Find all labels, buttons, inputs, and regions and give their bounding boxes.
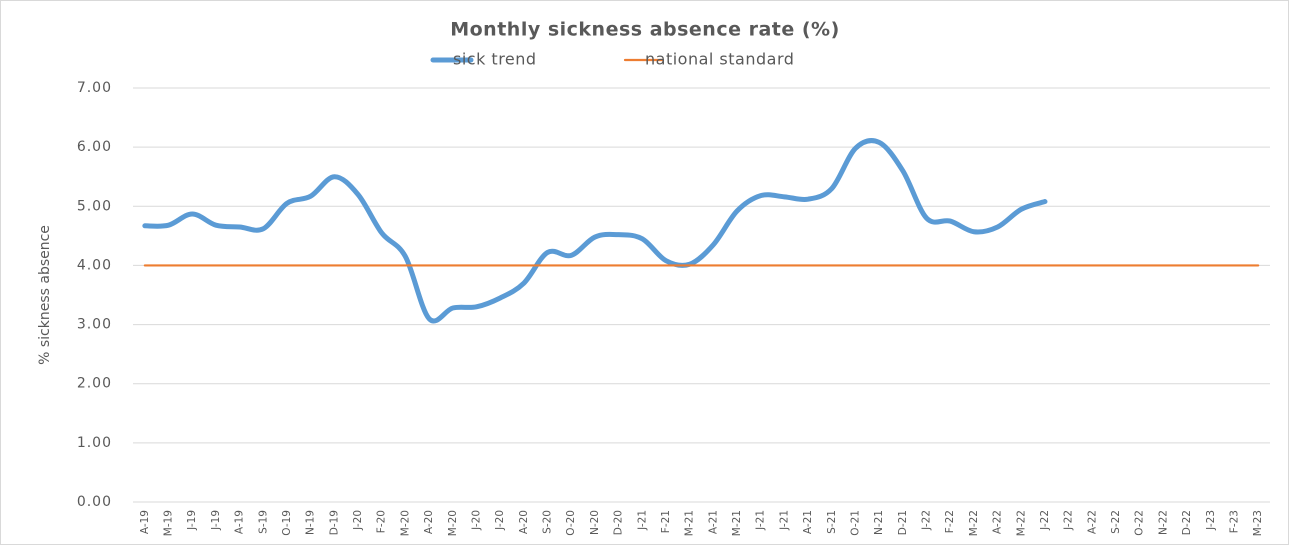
x-tick-label: A-22 [1086, 510, 1098, 534]
x-tick-label: O-19 [281, 510, 293, 536]
x-tick-label: D-22 [1181, 510, 1193, 535]
x-tick-label: A-21 [802, 510, 814, 534]
x-tick-label: J-19 [210, 510, 222, 531]
x-tick-label: J-22 [1039, 510, 1051, 531]
chart-title: Monthly sickness absence rate (%) [450, 19, 840, 41]
y-tick-label: 1.00 [77, 435, 112, 451]
x-tick-label: S-21 [826, 510, 838, 534]
x-tick-label: S-22 [1110, 510, 1122, 534]
x-tick-label: S-19 [257, 510, 269, 534]
x-tick-label: M-20 [399, 510, 411, 536]
x-tick-label: J-21 [636, 510, 648, 531]
x-tick-label: A-19 [139, 510, 151, 534]
x-tick-label: M-21 [684, 510, 696, 536]
y-tick-label: 5.00 [77, 198, 112, 214]
x-tick-label: N-21 [873, 510, 885, 535]
x-tick-label: N-22 [1157, 510, 1169, 535]
x-tick-label: S-20 [542, 510, 554, 534]
x-tick-label: D-20 [613, 510, 625, 535]
series-line [142, 138, 1048, 324]
y-tick-label: 4.00 [77, 257, 112, 273]
x-tick-label: J-22 [1063, 510, 1075, 531]
x-tick-label: F-22 [944, 510, 956, 533]
x-tick-label: M-22 [1015, 510, 1027, 536]
x-tick-label: J-22 [921, 510, 933, 531]
x-tick-label: O-22 [1134, 510, 1146, 536]
x-tick-label: N-19 [305, 510, 317, 535]
x-tick-label: J-23 [1205, 510, 1217, 531]
x-tick-label: A-20 [423, 510, 435, 534]
x-tick-label: A-22 [992, 510, 1004, 534]
x-tick-label: D-19 [328, 510, 340, 535]
x-tick-label: F-21 [660, 510, 672, 533]
x-tick-label: A-19 [234, 510, 246, 534]
y-tick-label: 0.00 [77, 494, 112, 510]
y-tick-label: 6.00 [77, 139, 112, 155]
x-tick-label: J-20 [352, 510, 364, 531]
x-tick-label: M-19 [163, 510, 175, 536]
y-tick-label: 3.00 [77, 317, 112, 333]
x-tick-label: M-23 [1252, 510, 1264, 536]
y-axis-label: % sickness absence [37, 225, 53, 365]
y-tick-label: 7.00 [77, 80, 112, 96]
x-tick-label: J-19 [186, 510, 198, 531]
x-tick-label: J-21 [778, 510, 790, 531]
legend-label: sick trend [453, 50, 537, 69]
x-tick-label: F-23 [1228, 510, 1240, 533]
x-tick-label: A-21 [707, 510, 719, 534]
x-tick-label: A-20 [518, 510, 530, 534]
x-tick-label: J-21 [755, 510, 767, 531]
x-tick-label: J-20 [494, 510, 506, 531]
x-tick-label: M-21 [731, 510, 743, 536]
x-tick-label: O-21 [849, 510, 861, 536]
x-tick-label: M-22 [968, 510, 980, 536]
x-tick-label: O-20 [565, 510, 577, 536]
x-tick-label: D-21 [897, 510, 909, 535]
x-tick-label: N-20 [589, 510, 601, 535]
x-tick-label: J-20 [470, 510, 482, 531]
x-tick-label: M-20 [447, 510, 459, 536]
x-tick-label: F-20 [376, 510, 388, 533]
y-tick-label: 2.00 [77, 376, 112, 392]
legend-label: national standard [645, 50, 794, 69]
